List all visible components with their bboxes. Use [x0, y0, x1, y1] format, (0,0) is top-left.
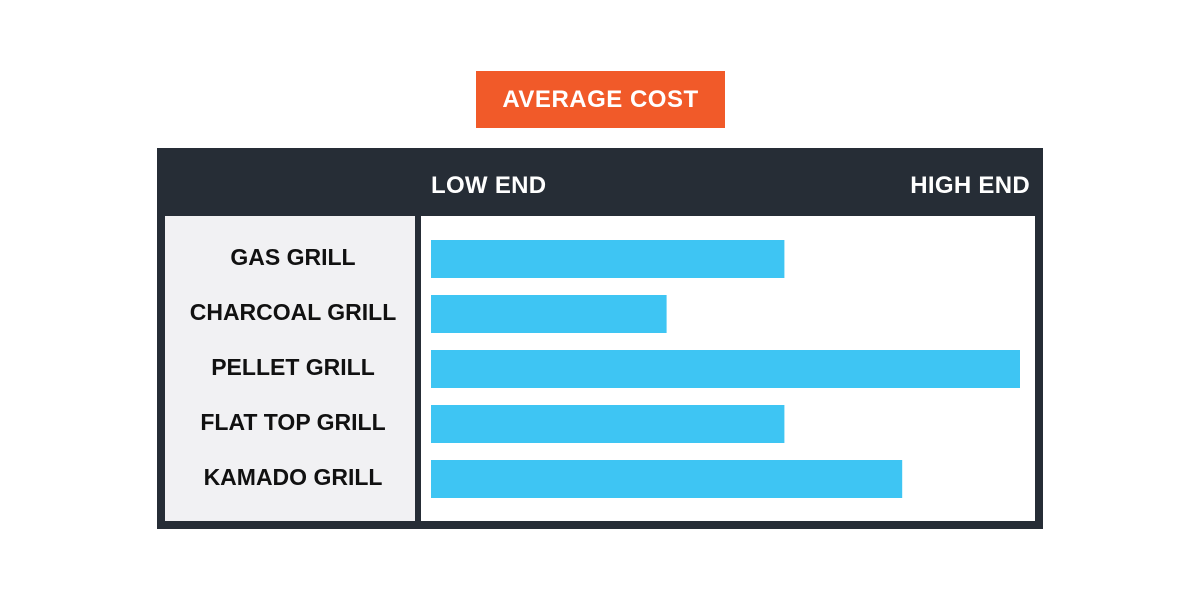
- low-end-label: LOW END: [431, 172, 547, 199]
- chart-title: AVERAGE COST: [502, 85, 699, 113]
- bar-flat-top-grill: [431, 405, 785, 443]
- bar-pellet-grill: [431, 350, 1020, 388]
- title-badge: AVERAGE COST: [476, 71, 725, 128]
- high-end-label: HIGH END: [910, 172, 1030, 199]
- category-panel: [165, 216, 415, 521]
- category-label-pellet-grill: PELLET GRILL: [211, 354, 375, 380]
- category-label-charcoal-grill: CHARCOAL GRILL: [189, 299, 397, 325]
- category-label-gas-grill: GAS GRILL: [230, 244, 356, 270]
- bar-gas-grill: [431, 240, 785, 278]
- category-label-flat-top-grill: FLAT TOP GRILL: [200, 409, 386, 435]
- bar-charcoal-grill: [431, 295, 667, 333]
- category-label-kamado-grill: KAMADO GRILL: [203, 464, 383, 490]
- bar-kamado-grill: [431, 460, 903, 498]
